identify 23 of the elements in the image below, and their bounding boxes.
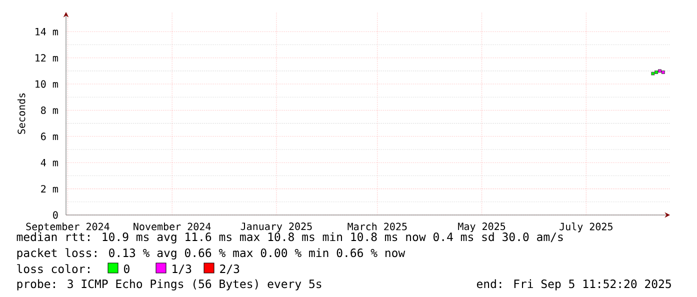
legend-label: 0	[124, 264, 130, 274]
legend-label: 2/3	[220, 264, 240, 274]
x-tick-label: July 2025	[560, 222, 612, 232]
legend-title: loss color:	[17, 264, 90, 274]
x-tick-label: November 2024	[134, 222, 211, 230]
x-tick-label: March 2025	[348, 222, 407, 230]
y-tick-label: 2 m	[41, 185, 58, 193]
text: probe: 3 ICMP Echo Pings (56 Bytes) every 5s	[17, 279, 322, 290]
y-axis-title: Seconds	[17, 93, 26, 134]
x-tick-label: January 2025	[240, 222, 312, 232]
legend-label: 1/3	[172, 264, 192, 274]
text: median rtt: 10.9 ms avg 11.6 ms max 10.8 ms min 10.8 ms now 0.4 ms sd 30.0 am/s	[16, 232, 563, 244]
text: end: Fri Sep 5 11:52:20 2025	[476, 279, 671, 290]
text: packet loss: 0.13 % avg 0.66 % max 0.00 % min 0.66 % now	[17, 248, 406, 260]
y-tick-label: 4 m	[40, 158, 58, 166]
y-tick-label: 0	[53, 211, 58, 219]
x-tick-label: May 2025	[458, 222, 506, 232]
y-tick-label: 6 m	[41, 132, 58, 140]
y-tick-label: 14 m	[36, 28, 58, 36]
y-tick-label: 10 m	[36, 80, 58, 88]
y-tick-label: 8 m	[41, 106, 58, 114]
y-tick-label: 12 m	[36, 54, 58, 62]
x-tick-label: September 2024	[26, 222, 110, 232]
